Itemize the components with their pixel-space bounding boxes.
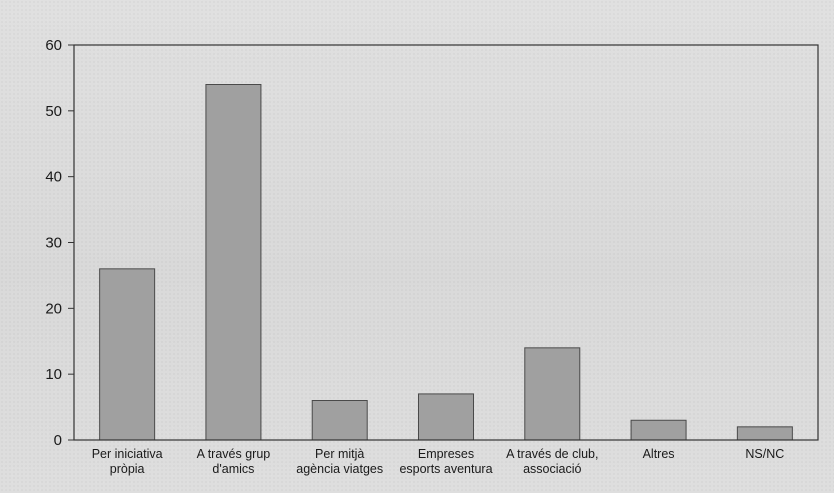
x-category-label: A través de club, associació bbox=[506, 447, 598, 476]
x-category-label-line: NS/NC bbox=[745, 447, 784, 461]
x-category-label-line: pròpia bbox=[110, 462, 145, 476]
x-category-label-line: d'amics bbox=[212, 462, 254, 476]
x-category-label-line: A través de club, bbox=[506, 447, 598, 461]
y-tick-label: 10 bbox=[45, 366, 62, 383]
x-category-label-line: associació bbox=[523, 462, 581, 476]
y-tick-label: 40 bbox=[45, 169, 62, 186]
x-category-label-line: A través grup bbox=[197, 447, 271, 461]
bar bbox=[205, 84, 262, 441]
x-category-label-line: Empreses bbox=[418, 447, 474, 461]
y-tick-label: 50 bbox=[45, 103, 62, 120]
bar-series bbox=[99, 84, 793, 441]
bar bbox=[524, 347, 581, 441]
x-category-label-line: agència viatges bbox=[296, 462, 383, 476]
x-axis: Per iniciativa pròpia A través grup d'amics… bbox=[92, 447, 785, 476]
y-tick-label: 60 bbox=[45, 37, 62, 54]
x-category-label: Empreses esports aventura bbox=[399, 447, 492, 476]
y-tick-label: 0 bbox=[54, 432, 62, 449]
x-category-label: A través grup d'amics bbox=[197, 447, 271, 476]
y-axis: 0 10 20 30 40 50 60 bbox=[45, 37, 74, 449]
y-tick-label: 30 bbox=[45, 235, 62, 252]
x-category-label-line: Altres bbox=[643, 447, 675, 461]
x-category-label: Per iniciativa pròpia bbox=[92, 447, 163, 476]
bar bbox=[630, 419, 687, 441]
x-category-label: NS/NC bbox=[745, 447, 784, 461]
y-tick-label: 20 bbox=[45, 300, 62, 317]
bar bbox=[311, 400, 368, 441]
x-category-label: Altres bbox=[643, 447, 675, 461]
x-category-label-line: Per iniciativa bbox=[92, 447, 163, 461]
plot-frame bbox=[73, 44, 819, 441]
x-category-label: Per mitjà agència viatges bbox=[296, 447, 383, 476]
bar bbox=[418, 393, 474, 441]
x-category-label-line: Per mitjà bbox=[315, 447, 364, 461]
bar bbox=[99, 268, 156, 441]
x-category-label-line: esports aventura bbox=[399, 462, 492, 476]
bar bbox=[736, 426, 793, 441]
